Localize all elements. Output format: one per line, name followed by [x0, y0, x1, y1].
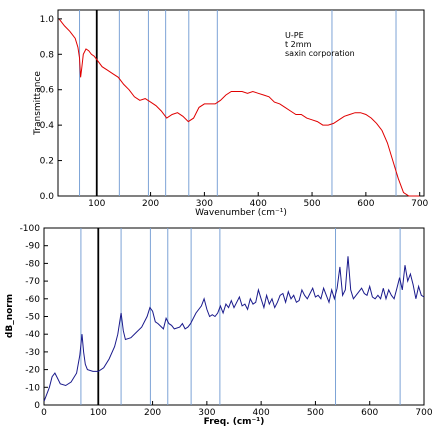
- bottom-x-axis-label: Freq. (cm⁻¹): [204, 417, 265, 427]
- bottom-axis-ticks: 0 100 200 300 400 500 600 700 0 -10 -20 -30 -40 -50 -6…: [20, 224, 433, 418]
- dbnorm-panel: 0 100 200 300 400 500 600 700 0 -10 -20 -30 -40 -50 -6…: [5, 224, 433, 427]
- bottom-y-axis-label: dB_norm: [5, 294, 15, 338]
- top-y-axis-label: Transmittance: [33, 71, 43, 136]
- top-y-tick-label: 0.0: [40, 192, 55, 202]
- top-x-tick-label: 600: [357, 199, 374, 209]
- annotation-line-2: t 2mm: [285, 40, 312, 49]
- bottom-x-tick-label: 0: [41, 408, 47, 418]
- top-y-tick-label: 0.8: [40, 50, 55, 60]
- top-y-tick-label: 0.4: [40, 121, 55, 131]
- annotation-line-1: U-PE: [285, 31, 304, 40]
- bottom-y-tick-label: -60: [25, 295, 40, 305]
- bottom-y-tick-label: -70: [25, 277, 40, 287]
- top-series-group: [58, 18, 420, 197]
- bottom-y-tick-label: -40: [25, 330, 40, 340]
- top-axis-ticks: 100 200 300 400 500 600 700 0.0 0.2 0.4 0.6 0.8 1.0: [40, 15, 429, 209]
- dbnorm-series-line: [43, 256, 425, 402]
- bottom-x-tick-label: 500: [307, 408, 324, 418]
- top-annotation: U-PE t 2mm saxin corporation: [285, 31, 355, 58]
- bottom-x-tick-label: 200: [144, 408, 161, 418]
- bottom-y-tick-label: -80: [25, 259, 40, 269]
- top-x-axis-label: Wavenumber (cm⁻¹): [195, 208, 287, 218]
- bottom-reference-lines: [80, 228, 401, 405]
- transmittance-series-line: [58, 18, 420, 197]
- bottom-plot-frame: [43, 227, 425, 406]
- top-x-tick-label: 700: [411, 199, 428, 209]
- bottom-series-group: [43, 256, 425, 402]
- top-y-tick-label: 0.6: [40, 86, 55, 96]
- bottom-y-tick-label: -20: [25, 366, 40, 376]
- bottom-x-tick-label: 700: [415, 408, 432, 418]
- top-x-tick-label: 400: [250, 199, 267, 209]
- bottom-y-tick-label: -100: [20, 224, 41, 234]
- top-x-tick-label: 500: [303, 199, 320, 209]
- top-y-tick-label: 1.0: [40, 15, 55, 25]
- top-x-tick-label: 100: [88, 199, 105, 209]
- bottom-x-tick-label: 100: [90, 408, 107, 418]
- bottom-x-tick-label: 400: [253, 408, 270, 418]
- transmittance-panel: 100 200 300 400 500 600 7000.00.20.40.60.81.0 …: [33, 9, 429, 218]
- annotation-line-3: saxin corporation: [285, 49, 355, 58]
- bottom-y-tick-label: 0: [34, 401, 40, 411]
- top-plot-frame: [57, 9, 425, 197]
- bottom-y-tick-label: -30: [25, 348, 40, 358]
- top-y-tick-label: 0.2: [40, 157, 54, 167]
- bottom-y-tick-label: -90: [25, 242, 40, 252]
- bottom-x-tick-label: 600: [361, 408, 378, 418]
- bottom-y-tick-label: -10: [25, 383, 40, 393]
- top-x-tick-label: 200: [142, 199, 159, 209]
- top-x-tick-label: 300: [196, 199, 213, 209]
- bottom-x-tick-label: 300: [198, 408, 215, 418]
- bottom-y-tick-label: -50: [25, 313, 40, 323]
